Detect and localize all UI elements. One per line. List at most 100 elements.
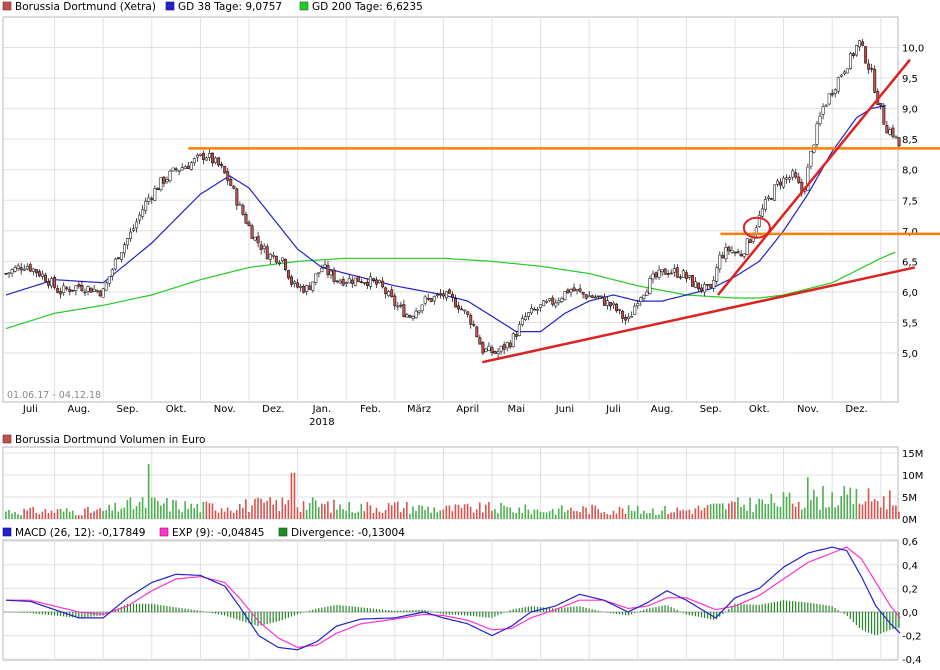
volume-bar (491, 510, 493, 519)
candle-body (156, 188, 160, 191)
volume-bar (606, 513, 609, 519)
candle-body (584, 294, 588, 299)
volume-bar (193, 508, 196, 519)
divergence-bar (184, 608, 186, 612)
volume-bar (299, 511, 302, 519)
volume-bar (327, 501, 329, 519)
candle-body (296, 282, 300, 288)
candle-body (74, 285, 78, 291)
divergence-bar (767, 603, 769, 612)
divergence-bar (233, 612, 235, 619)
volume-bar (71, 510, 74, 519)
candle-body (612, 302, 615, 306)
volume-bar (624, 513, 627, 519)
candle-body (408, 315, 412, 318)
candle-body (311, 281, 315, 291)
candle-body (432, 296, 436, 302)
divergence-bar (278, 612, 280, 621)
candle-body (359, 281, 363, 283)
volume-bar (211, 503, 214, 519)
divergence-bar (175, 607, 177, 612)
volume-bar (533, 509, 536, 519)
volume-bar (169, 511, 171, 519)
candle-body (381, 280, 385, 288)
volume-bar (59, 508, 62, 519)
volume-bar (551, 508, 554, 519)
volume-bar (843, 486, 846, 519)
divergence-bar (460, 612, 463, 616)
divergence-bar (394, 610, 396, 612)
volume-bar (187, 508, 189, 519)
candle-body (232, 185, 236, 189)
candle-body (441, 293, 445, 297)
divergence-bar (634, 612, 636, 614)
divergence-bar (272, 612, 274, 623)
volume-bar (90, 512, 92, 519)
candle-body (41, 273, 44, 277)
date-range-label: 01.06.17 - 04.12.18 (7, 390, 101, 401)
candle-body (514, 334, 518, 337)
divergence-bar (482, 612, 484, 618)
volume-bar (354, 513, 357, 519)
gd200-line (5, 251, 896, 330)
volume-bar (381, 512, 384, 519)
volume-bar (770, 493, 773, 519)
macd-y-tick-label: 0,4 (902, 561, 918, 572)
divergence-bar (576, 606, 578, 612)
candle-body (417, 310, 421, 313)
divergence-bar (500, 612, 502, 615)
divergence-bar (333, 605, 335, 612)
candle-body (618, 309, 622, 311)
candle-body (83, 291, 87, 294)
divergence-bar (433, 612, 435, 613)
candle-body (785, 177, 789, 180)
divergence-bar (819, 604, 821, 612)
volume-bar (214, 510, 217, 519)
candle-body (861, 41, 865, 46)
candle-body (882, 106, 886, 125)
candle-body (523, 316, 527, 320)
divergence-bar (822, 604, 824, 612)
candle-body (645, 291, 649, 296)
candle-body (511, 333, 515, 348)
candle-body (138, 214, 142, 221)
divergence-bar (807, 602, 809, 612)
volume-bar (35, 512, 38, 519)
volume-bar (436, 512, 439, 519)
divergence-bar (47, 612, 50, 615)
volume-bar (494, 509, 496, 519)
volume-bar (488, 501, 490, 519)
divergence-bar (445, 612, 447, 615)
macd-grid (3, 540, 898, 660)
volume-bar (691, 513, 694, 519)
divergence-bar (254, 612, 256, 626)
candle-body (71, 289, 75, 292)
volume-bar (518, 507, 521, 519)
price-annotations (188, 58, 940, 364)
candle-body (262, 245, 266, 250)
candle-body (845, 68, 849, 74)
divergence-bar (32, 612, 34, 614)
divergence-bar (706, 612, 709, 619)
divergence-bar (117, 608, 119, 612)
divergence-bar (506, 611, 508, 612)
candle-body (700, 287, 704, 291)
divergence-bar (44, 612, 46, 615)
divergence-bar (788, 600, 791, 612)
candle-body (241, 205, 245, 215)
divergence-bar (734, 603, 736, 612)
divergence-bar (497, 612, 499, 616)
divergence-bar (132, 603, 135, 612)
candle-body (797, 176, 801, 184)
volume-bar (536, 509, 539, 519)
legend-swatch-divergence (278, 527, 288, 537)
price-x-tick-label: Juni (555, 404, 574, 415)
divergence-bar (761, 604, 763, 612)
candle-body (89, 287, 93, 293)
volume-bar (150, 497, 153, 519)
divergence-bar (828, 605, 830, 612)
volume-bar (828, 506, 830, 519)
volume-bar (588, 514, 590, 519)
volume-bar (223, 511, 226, 519)
